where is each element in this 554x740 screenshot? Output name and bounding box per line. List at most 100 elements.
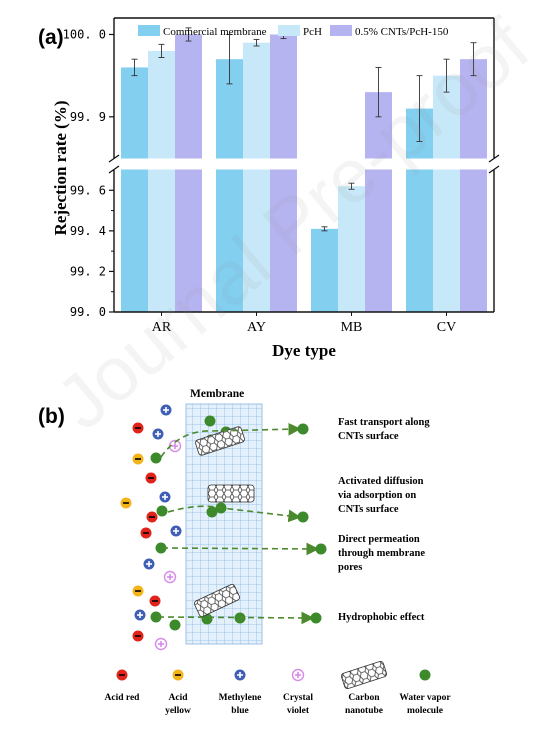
- key-label: violet: [287, 706, 310, 716]
- legend-key: Acid red Acid yellow Methylene blue Crystal vi…: [105, 660, 451, 716]
- key-label: yellow: [165, 706, 191, 716]
- bar-mb-series-1: [311, 228, 338, 312]
- legend-label: Commercial membrane: [163, 26, 267, 38]
- acid-yellow-ion: [132, 585, 144, 597]
- axis-break-mark: [488, 154, 500, 174]
- water-vapor-molecule: [150, 452, 162, 464]
- key-label: Crystal: [283, 693, 313, 703]
- bar-cv-series-1: [406, 108, 433, 313]
- mechanism-label: CNTs surface: [338, 431, 399, 442]
- bar-ar-series-1: [121, 67, 148, 312]
- error-bar: [443, 58, 450, 93]
- acid-red-icon: [116, 669, 128, 681]
- legend-item: PcH: [278, 25, 322, 38]
- y-tick-label: 99. 2: [70, 264, 106, 278]
- bar-mb-series-2: [338, 186, 365, 312]
- legend-label: PcH: [303, 26, 322, 38]
- error-bar: [321, 226, 328, 232]
- error-bar: [375, 66, 382, 118]
- crystal-violet-ion: [154, 637, 168, 651]
- key-label: Water vapor: [399, 693, 451, 703]
- mechanism-label: Fast transport along: [338, 417, 430, 428]
- methylene-blue-ion: [143, 558, 155, 570]
- key-label: Acid red: [105, 693, 141, 703]
- water-vapor-molecule: [206, 506, 218, 518]
- axis-break-gap: [113, 158, 495, 170]
- y-tick-label: 99. 9: [70, 110, 106, 124]
- legend-label: 0.5% CNTs/PcH-150: [355, 26, 449, 38]
- bar-mb-series-3: [365, 92, 392, 312]
- acid-yellow-icon: [172, 669, 184, 681]
- acid-red-ion: [146, 511, 158, 523]
- bar-ar-series-2: [148, 50, 175, 313]
- methylene-blue-ion: [134, 609, 146, 621]
- x-tick-label: CV: [437, 320, 456, 335]
- error-bar: [158, 43, 165, 58]
- water-vapor-molecule: [205, 434, 217, 446]
- key-label: nanotube: [345, 706, 383, 716]
- water-vapor-molecule: [234, 612, 246, 624]
- key-item-water-vapor: Water vapor molecule: [399, 669, 451, 716]
- error-bar: [348, 182, 355, 190]
- water-vapor-molecule: [232, 432, 244, 444]
- acid-yellow-ion: [120, 497, 132, 509]
- mechanism-label: Hydrophobic effect: [338, 612, 425, 623]
- key-item-acid-yellow: Acid yellow: [165, 669, 191, 716]
- error-bar: [253, 38, 260, 47]
- key-item-carbon-nanotube: Carbon nanotube: [340, 660, 388, 716]
- axis-break-mark: [108, 154, 120, 174]
- methylene-blue-ion: [170, 525, 182, 537]
- key-label: molecule: [407, 706, 443, 716]
- key-item-methylene-blue: Methylene blue: [219, 669, 262, 716]
- mechanism-2: Activated diffusion via adsorption on CNTs…: [167, 476, 424, 523]
- water-vapor-molecule: [215, 502, 227, 514]
- x-tick-label: AR: [152, 320, 172, 335]
- methylene-blue-ion: [152, 428, 164, 440]
- bar-ay-series-2: [243, 42, 270, 313]
- water-vapor-molecule: [204, 415, 216, 427]
- plot-frame: [113, 17, 495, 313]
- mechanism-4: Hydrophobic effect: [157, 611, 425, 625]
- water-vapor-molecule-out: [310, 612, 322, 624]
- acid-red-ion: [132, 422, 144, 434]
- y-tick-label: 99. 4: [70, 224, 106, 238]
- key-label: Acid: [169, 693, 189, 703]
- y-axis-title: Rejection rate (%): [51, 101, 70, 236]
- legend-item: 0.5% CNTs/PcH-150: [330, 25, 449, 38]
- mechanism-label: Activated diffusion: [338, 476, 424, 487]
- chart-panel-a: (a) 99. 0 99. 2 99. 4 99. 6 99. 9 100. 0 AR AY M…: [38, 17, 500, 360]
- bar-cv-series-2: [433, 75, 460, 312]
- error-bar: [131, 58, 138, 77]
- bar-ar-series-3: [175, 34, 202, 313]
- key-label: Methylene: [219, 693, 262, 703]
- carbon-nanotube-3: [194, 584, 240, 617]
- bar-cv-series-3: [460, 59, 487, 313]
- carbon-nanotube-icon: [340, 660, 388, 690]
- water-vapor-molecule-out: [315, 543, 327, 555]
- error-bar: [185, 27, 192, 42]
- x-axis-title: Dye type: [272, 341, 336, 360]
- acid-yellow-ion: [132, 453, 144, 465]
- error-bar: [416, 75, 423, 142]
- membrane-label: Membrane: [190, 388, 244, 400]
- bar-ay-series-1: [216, 59, 243, 313]
- methylene-blue-ion: [159, 491, 171, 503]
- water-vapor-molecule: [169, 619, 181, 631]
- legend-item: Commercial membrane: [138, 25, 267, 38]
- acid-red-ion: [149, 595, 161, 607]
- membrane: [185, 403, 263, 645]
- crystal-violet-icon: [291, 668, 305, 682]
- y-tick-label: 100. 0: [63, 27, 106, 41]
- y-tick-label: 99. 0: [70, 305, 106, 319]
- x-tick-label: MB: [341, 320, 363, 335]
- water-vapor-molecule-out: [297, 423, 309, 435]
- mechanism-label: through membrane: [338, 548, 425, 559]
- bar-ay-series-3: [270, 34, 297, 313]
- water-vapor-molecule: [201, 613, 213, 625]
- crystal-violet-ion: [163, 570, 177, 584]
- mechanism-label: CNTs surface: [338, 504, 399, 515]
- water-vapor-molecule: [220, 426, 232, 438]
- panel-b-letter: (b): [38, 405, 65, 428]
- key-item-crystal-violet: Crystal violet: [283, 668, 313, 716]
